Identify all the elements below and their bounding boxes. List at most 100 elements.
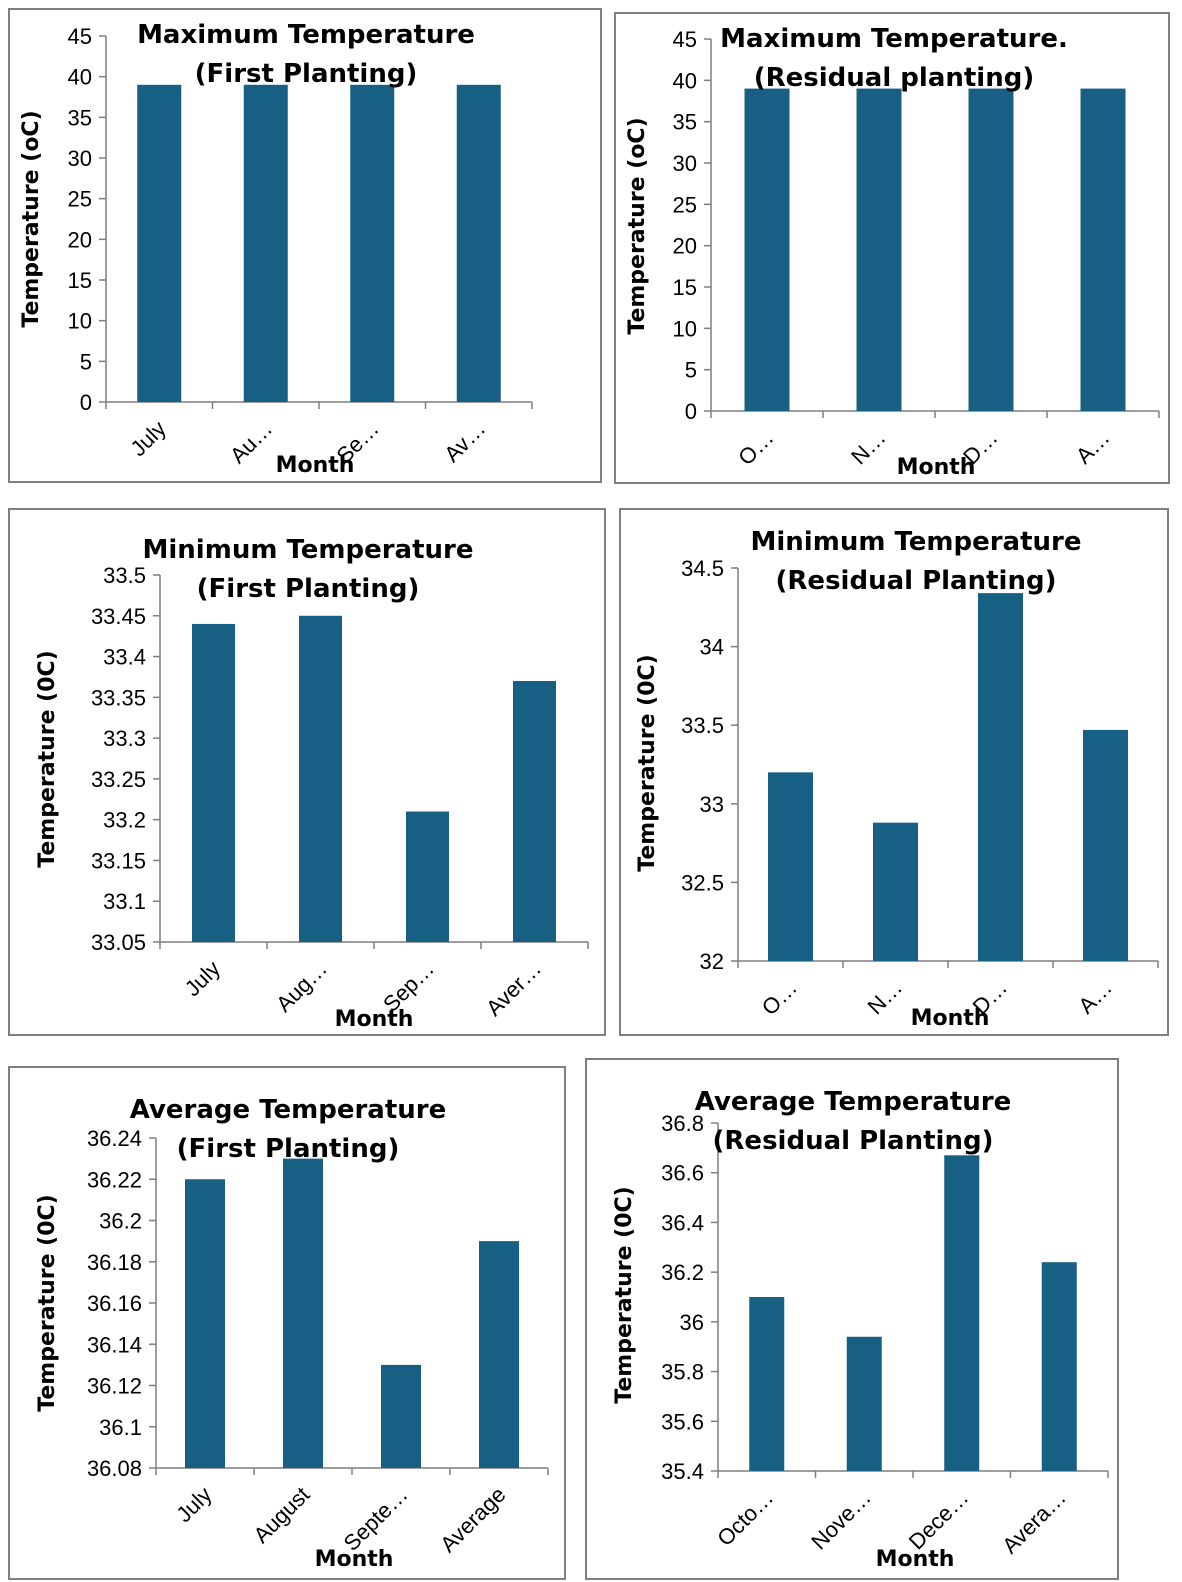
y-tick-label: 5: [80, 349, 92, 374]
y-tick-label: 36.22: [87, 1167, 142, 1192]
y-axis-label: Temperature (0C): [612, 1186, 637, 1403]
chart-title-line-1: Maximum Temperature.: [720, 24, 1068, 54]
y-tick-label: 45: [68, 24, 92, 49]
bar-1: [137, 84, 182, 403]
y-tick-label: 20: [673, 234, 697, 259]
bar-4: [456, 84, 501, 403]
y-tick-label: 32.5: [681, 870, 724, 895]
y-tick-label: 20: [68, 227, 92, 252]
x-tick-label: Average: [435, 1482, 510, 1557]
x-tick-label: Nove…: [806, 1485, 876, 1555]
bar-3: [968, 88, 1014, 411]
y-tick-label: 36.2: [661, 1260, 704, 1285]
y-tick-label: 33.45: [91, 604, 146, 629]
x-tick-label: Dece…: [904, 1485, 974, 1555]
x-tick-label: O…: [733, 425, 778, 470]
y-tick-label: 36.6: [661, 1161, 704, 1186]
y-tick-label: 36.1: [99, 1415, 142, 1440]
x-axis-label: Month: [897, 455, 976, 480]
chart-title-line-2: (Residual Planting): [776, 566, 1057, 596]
x-tick-label: Avera…: [997, 1485, 1071, 1559]
x-tick-label: O…: [757, 975, 802, 1020]
bar-3: [978, 593, 1023, 961]
y-tick-label: 35: [673, 110, 697, 135]
y-tick-label: 15: [68, 268, 92, 293]
y-axis-label: Temperature (0C): [635, 654, 660, 871]
bar-4: [1083, 729, 1128, 961]
y-axis-label: Temperature (oC): [19, 110, 44, 327]
y-tick-label: 35.6: [661, 1409, 704, 1434]
x-axis-label: Month: [911, 1006, 990, 1031]
chart-title-line-2: (First Planting): [195, 59, 418, 89]
bar-4: [1041, 1262, 1077, 1471]
bar-1: [749, 1297, 785, 1471]
chart-panel-max-residual: 0 5 10 15 20 25 30 35 40 45 O… N… D… A… Maximum Temper…: [614, 12, 1170, 484]
bar-4: [513, 681, 556, 942]
bar-3: [944, 1155, 980, 1471]
x-axis-label: Month: [876, 1547, 955, 1572]
chart-title-line-1: Average Temperature: [695, 1087, 1011, 1117]
x-tick-label: N…: [846, 425, 890, 469]
y-tick-label: 33.5: [103, 563, 146, 588]
bar-chart: 33.05 33.1 33.15 33.2 33.25 33.3 33.35 33.4 33.4…: [35, 535, 589, 1032]
y-tick-label: 10: [673, 316, 697, 341]
y-tick-label: 10: [68, 309, 92, 334]
y-tick-label: 33.1: [103, 889, 146, 914]
y-tick-label: 0: [80, 390, 92, 415]
y-tick-label: 36.4: [661, 1210, 704, 1235]
bar-2: [856, 88, 902, 411]
y-tick-label: 32: [700, 949, 724, 974]
bar-1: [744, 88, 790, 411]
y-tick-label: 33.5: [681, 713, 724, 738]
x-tick-label: A…: [1071, 425, 1115, 469]
y-axis-label: Temperature (0C): [35, 1194, 60, 1411]
x-tick-label: A…: [1073, 975, 1117, 1019]
bar-2: [873, 822, 918, 961]
y-tick-label: 36.12: [87, 1374, 142, 1399]
y-axis-label: Temperature (oC): [625, 117, 650, 334]
x-tick-label: Aug…: [271, 956, 332, 1017]
y-tick-label: 45: [673, 27, 697, 52]
y-tick-label: 36.2: [99, 1209, 142, 1234]
chart-title-line-1: Minimum Temperature: [751, 527, 1082, 557]
y-tick-label: 33.25: [91, 767, 146, 792]
x-tick-label: Au…: [225, 416, 277, 468]
y-tick-label: 36.18: [87, 1250, 142, 1275]
y-tick-label: 33.35: [91, 685, 146, 710]
chart-panel-min-residual: 32 32.5 33 33.5 34 34.5 O… N… D… A… Minimum Temper…: [619, 508, 1169, 1036]
x-tick-label: Av…: [439, 416, 490, 467]
x-tick-label: July: [125, 416, 170, 461]
y-tick-label: 35.4: [661, 1459, 704, 1484]
bar-3: [381, 1364, 421, 1468]
bar-chart: 35.4 35.6 35.8 36 36.2 36.4 36.6 36.8 Octo… Nove……: [612, 1087, 1109, 1572]
y-tick-label: 0: [685, 399, 697, 424]
y-tick-label: 34.5: [681, 556, 724, 581]
x-axis-label: Month: [335, 1007, 414, 1032]
y-tick-label: 25: [673, 192, 697, 217]
y-tick-label: 35: [68, 105, 92, 130]
bar-2: [846, 1336, 882, 1471]
bar-chart: 36.08 36.1 36.12 36.14 36.16 36.18 36.2 36.22 36…: [35, 1095, 549, 1572]
bar-4: [479, 1241, 519, 1468]
y-tick-label: 36.14: [87, 1332, 142, 1357]
x-tick-label: Septe…: [339, 1482, 413, 1556]
y-tick-label: 33.2: [103, 808, 146, 833]
chart-panel-avg-first: 36.08 36.1 36.12 36.14 36.16 36.18 36.2 36.22 36…: [8, 1066, 566, 1580]
chart-panel-avg-residual: 35.4 35.6 35.8 36 36.2 36.4 36.6 36.8 Octo… Nove……: [585, 1058, 1119, 1580]
bar-3: [406, 811, 449, 942]
y-tick-label: 30: [673, 151, 697, 176]
chart-panel-min-first: 33.05 33.1 33.15 33.2 33.25 33.3 33.35 33.4 33.4…: [8, 508, 606, 1036]
y-tick-label: 36.08: [87, 1456, 142, 1481]
bar-4: [1080, 88, 1126, 411]
bar-2: [243, 84, 288, 403]
chart-panel-max-first: 0 5 10 15 20 25 30 35 40 45 July Au… Se… Av… Maximum T…: [8, 8, 602, 483]
y-axis-label: Temperature (0C): [35, 650, 60, 867]
y-tick-label: 33.05: [91, 930, 146, 955]
bar-2: [299, 615, 342, 942]
y-tick-label: 34: [700, 635, 724, 660]
chart-title-line-2: (First Planting): [177, 1134, 400, 1164]
bar-1: [192, 623, 235, 942]
y-tick-label: 40: [68, 65, 92, 90]
x-tick-label: August: [248, 1482, 314, 1548]
